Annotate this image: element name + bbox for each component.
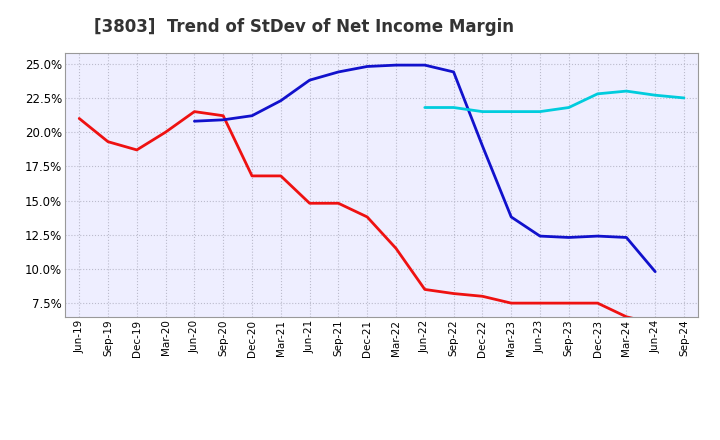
- 5 Years: [478, 143, 487, 148]
- 7 Years: [507, 109, 516, 114]
- 5 Years: [334, 70, 343, 75]
- 3 Years: [392, 246, 400, 251]
- Line: 5 Years: 5 Years: [194, 65, 655, 271]
- 5 Years: [305, 77, 314, 83]
- 7 Years: [449, 105, 458, 110]
- Text: [3803]  Trend of StDev of Net Income Margin: [3803] Trend of StDev of Net Income Marg…: [94, 18, 513, 36]
- 3 Years: [536, 301, 544, 306]
- 3 Years: [305, 201, 314, 206]
- 7 Years: [536, 109, 544, 114]
- 3 Years: [334, 201, 343, 206]
- 7 Years: [680, 95, 688, 101]
- 3 Years: [219, 113, 228, 118]
- 7 Years: [651, 92, 660, 98]
- 5 Years: [536, 234, 544, 239]
- 3 Years: [363, 214, 372, 220]
- 3 Years: [161, 129, 170, 135]
- 3 Years: [449, 291, 458, 296]
- 3 Years: [276, 173, 285, 179]
- 3 Years: [564, 301, 573, 306]
- 7 Years: [420, 105, 429, 110]
- 3 Years: [248, 173, 256, 179]
- 5 Years: [392, 62, 400, 68]
- 3 Years: [420, 287, 429, 292]
- Line: 3 Years: 3 Years: [79, 112, 684, 328]
- 3 Years: [75, 116, 84, 121]
- Line: 7 Years: 7 Years: [425, 91, 684, 112]
- 3 Years: [651, 321, 660, 326]
- 5 Years: [593, 234, 602, 239]
- 5 Years: [507, 214, 516, 220]
- 5 Years: [248, 113, 256, 118]
- 3 Years: [507, 301, 516, 306]
- 3 Years: [104, 139, 112, 144]
- 7 Years: [478, 109, 487, 114]
- 5 Years: [276, 98, 285, 103]
- 5 Years: [219, 117, 228, 122]
- 5 Years: [651, 269, 660, 274]
- 3 Years: [132, 147, 141, 153]
- 7 Years: [593, 91, 602, 96]
- 3 Years: [190, 109, 199, 114]
- 5 Years: [564, 235, 573, 240]
- 3 Years: [478, 293, 487, 299]
- 7 Years: [564, 105, 573, 110]
- 3 Years: [622, 314, 631, 319]
- 3 Years: [680, 325, 688, 330]
- 7 Years: [622, 88, 631, 94]
- 5 Years: [190, 118, 199, 124]
- 5 Years: [420, 62, 429, 68]
- 3 Years: [593, 301, 602, 306]
- 5 Years: [449, 70, 458, 75]
- 5 Years: [622, 235, 631, 240]
- 5 Years: [363, 64, 372, 69]
